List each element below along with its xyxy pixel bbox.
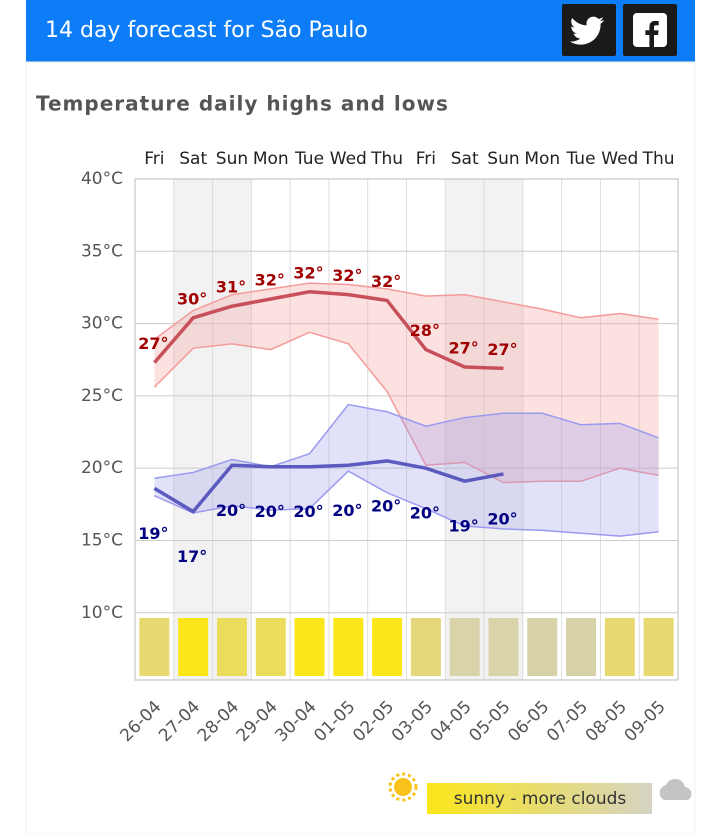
x-tick-label: 08-05 [582, 697, 631, 746]
value-label: 32° [332, 266, 362, 285]
weekday-label: Sat [179, 149, 207, 169]
weekend-shade [484, 179, 523, 680]
value-label: 31° [216, 278, 246, 297]
weather-bar [139, 618, 170, 676]
value-label: 30° [177, 289, 207, 308]
weather-bar [449, 618, 480, 676]
weekday-label: Wed [601, 149, 638, 169]
facebook-button[interactable] [623, 4, 677, 56]
legend-swatch [427, 783, 652, 814]
weekday-label: Sat [451, 149, 479, 169]
weather-bar [255, 618, 286, 676]
x-tick-label: 27-04 [155, 697, 204, 746]
y-tick-label: 25°C [81, 386, 123, 406]
weekday-label: Tue [566, 149, 596, 169]
value-label: 20° [332, 501, 362, 520]
y-tick-label: 35°C [81, 241, 123, 261]
value-label: 20° [293, 502, 323, 521]
x-tick-label: 28-04 [194, 697, 243, 746]
temperature-line [153, 459, 504, 514]
weather-bar [333, 618, 364, 676]
weekday-label: Thu [642, 149, 675, 169]
weekday-label: Fri [416, 149, 436, 169]
value-label: 17° [177, 547, 207, 566]
weekday-label: Sun [216, 149, 248, 169]
weekend-shade [173, 179, 213, 680]
value-label: 20° [487, 509, 517, 528]
range-lower [153, 331, 659, 484]
range-lower [154, 470, 659, 537]
x-tick-label: 03-05 [388, 697, 437, 746]
x-tick-label: 29-04 [233, 697, 282, 746]
value-label: 27° [138, 334, 168, 353]
twitter-button[interactable] [562, 4, 616, 56]
x-tick-label: 02-05 [349, 697, 398, 746]
weather-bar [566, 618, 597, 676]
x-tick-label: 04-05 [427, 697, 476, 746]
weekend-shade [445, 179, 485, 680]
value-label: 19° [138, 524, 168, 543]
value-label: 20° [255, 502, 285, 521]
y-tick-label: 30°C [81, 314, 123, 334]
value-label: 27° [449, 338, 479, 357]
x-tick-label: 06-05 [504, 697, 553, 746]
weekday-label: Wed [330, 149, 367, 169]
value-label: 32° [255, 271, 285, 290]
value-label: 32° [293, 263, 323, 282]
weather-bar [643, 618, 674, 676]
y-tick-label: 15°C [81, 530, 123, 550]
header-title: 14 day forecast for São Paulo [45, 18, 368, 43]
weather-bar [527, 618, 558, 676]
weekday-label: Fri [144, 149, 164, 169]
weekday-label: Sun [487, 149, 519, 169]
y-tick-label: 20°C [81, 458, 123, 478]
value-label: 20° [371, 496, 401, 515]
x-tick-label: 09-05 [621, 697, 670, 746]
weather-bar [178, 618, 209, 676]
range-upper [154, 403, 659, 480]
x-tick-label: 30-04 [272, 697, 321, 746]
plot: 10°C 15°C 20°C 25°C 30°C 35°C 40°C Fri 26-04 Sat 2… [81, 149, 679, 746]
value-label: 32° [371, 272, 401, 291]
range-upper [153, 282, 659, 341]
temperature-line [153, 290, 504, 371]
weekday-label: Mon [524, 149, 560, 169]
legend-label: sunny - more clouds [454, 789, 627, 809]
weather-bar [294, 618, 325, 676]
x-tick-label: 07-05 [543, 697, 592, 746]
range-area [154, 283, 659, 483]
weather-bar [372, 618, 403, 676]
y-tick-label: 40°C [81, 169, 123, 189]
weather-bar [488, 618, 519, 676]
weather-bar [410, 618, 441, 676]
value-label: 28° [410, 321, 440, 340]
weather-bar [604, 618, 635, 676]
x-tick-label: 01-05 [310, 697, 359, 746]
plot-frame [134, 178, 679, 681]
chart-title: Temperature daily highs and lows [36, 92, 449, 116]
weekend-shade [212, 179, 252, 680]
x-tick-label: 05-05 [465, 697, 514, 746]
value-label: 27° [487, 340, 517, 359]
y-tick-label: 10°C [81, 603, 123, 623]
weather-bar [216, 618, 247, 676]
value-label: 20° [216, 501, 246, 520]
value-label: 19° [449, 517, 479, 536]
x-tick-label: 26-04 [116, 697, 165, 746]
value-label: 20° [410, 504, 440, 523]
weekday-label: Mon [253, 149, 289, 169]
range-area [154, 404, 659, 537]
weekday-label: Tue [294, 149, 324, 169]
weekday-label: Thu [370, 149, 403, 169]
legend: sunny - more clouds [388, 772, 692, 814]
